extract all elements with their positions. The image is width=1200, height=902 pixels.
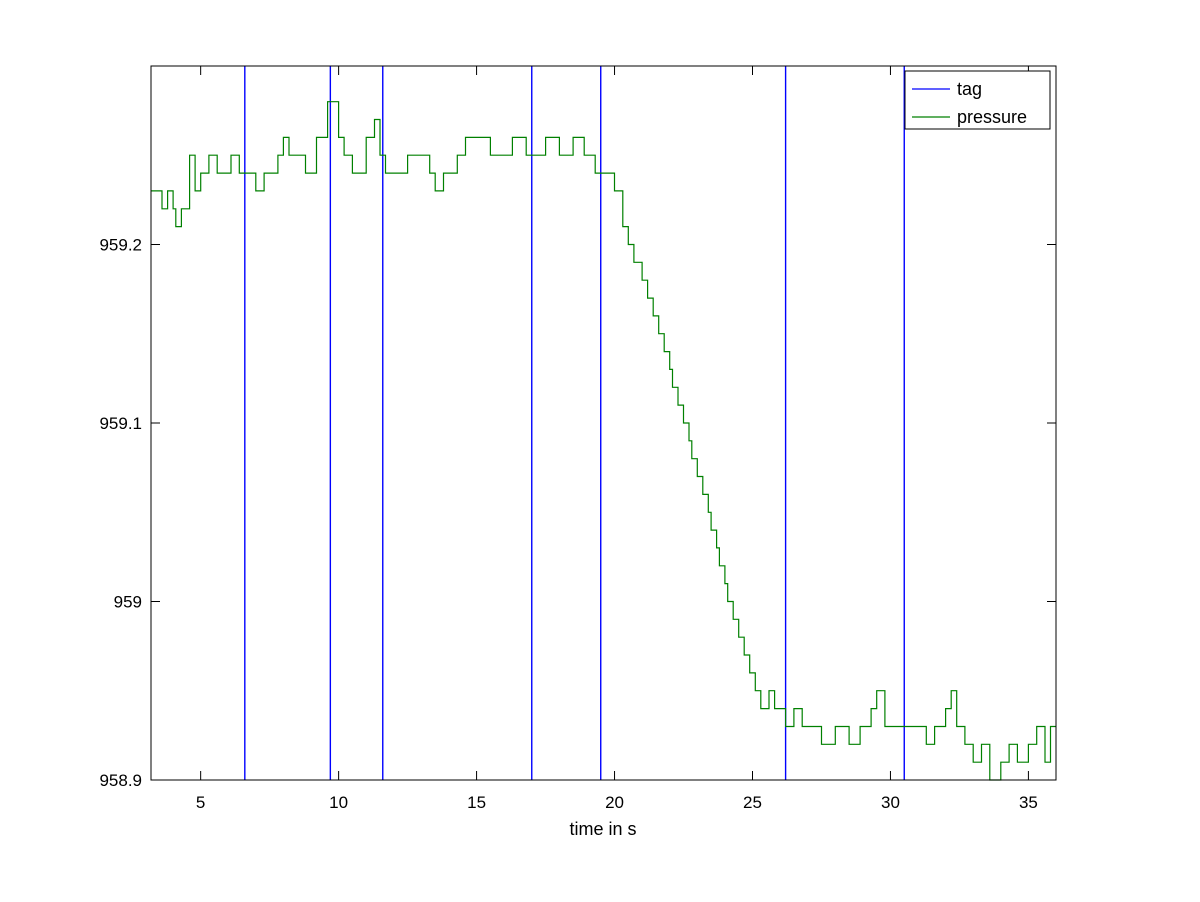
x-tick-label: 10 bbox=[329, 793, 348, 812]
axes: 5 10 15 20 25 30 35 958.9 959 959.1 959.2 bbox=[99, 65, 1057, 812]
y-tick-label: 959 bbox=[114, 593, 142, 612]
y-tick-label: 959.2 bbox=[99, 236, 142, 255]
x-tick-label: 35 bbox=[1019, 793, 1038, 812]
x-tick-label: 15 bbox=[467, 793, 486, 812]
legend: tag pressure bbox=[904, 70, 1051, 130]
legend-pressure-label: pressure bbox=[957, 107, 1027, 127]
x-axis-title: time in s bbox=[569, 819, 636, 839]
legend-tag-label: tag bbox=[957, 79, 982, 99]
x-tick-label: 20 bbox=[605, 793, 624, 812]
legend-box bbox=[904, 70, 1051, 130]
x-tick-label: 25 bbox=[743, 793, 762, 812]
y-tick-label: 959.1 bbox=[99, 414, 142, 433]
x-tick-label: 30 bbox=[881, 793, 900, 812]
pressure-line bbox=[151, 101, 1056, 781]
y-tick-label: 958.9 bbox=[99, 771, 142, 790]
plot-area bbox=[151, 66, 1056, 781]
x-tick-label: 5 bbox=[196, 793, 205, 812]
